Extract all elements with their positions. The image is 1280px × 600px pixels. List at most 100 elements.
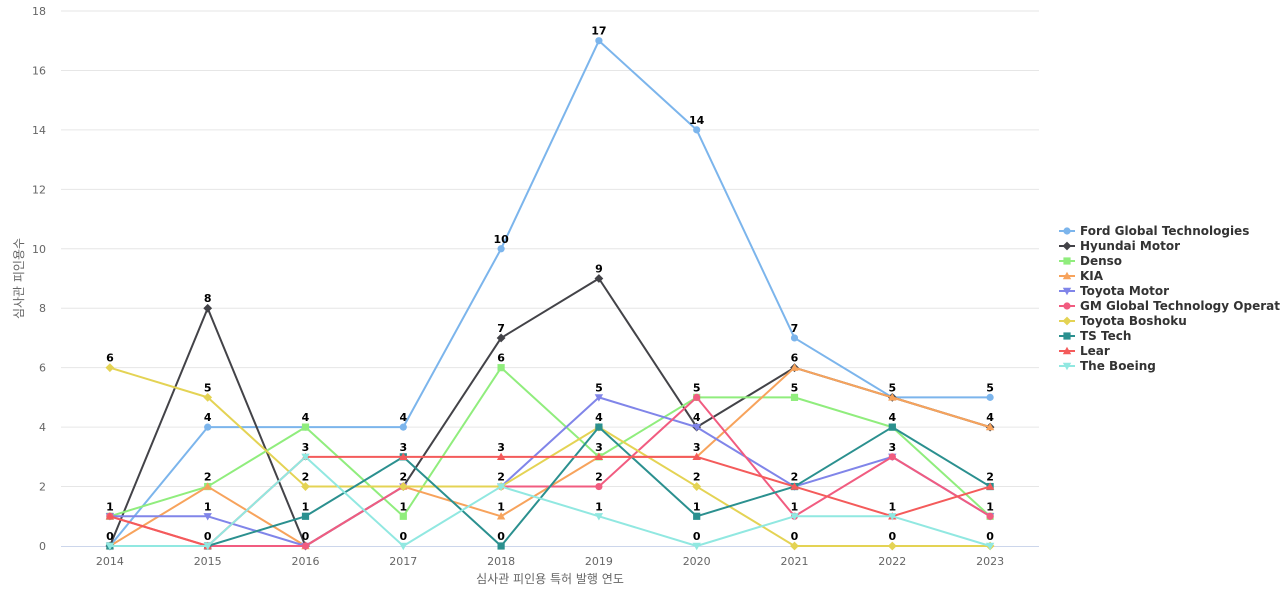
data-point[interactable]	[888, 393, 897, 401]
legend-label: The Boeing	[1080, 359, 1156, 373]
legend-marker[interactable]	[1063, 227, 1071, 235]
data-label: 6	[791, 352, 799, 365]
data-point[interactable]	[203, 392, 213, 402]
data-point[interactable]	[595, 482, 603, 491]
legend-marker[interactable]	[1063, 332, 1071, 340]
data-point[interactable]	[203, 542, 212, 551]
legend-item[interactable]: Toyota Boshoku	[1059, 314, 1187, 328]
data-point[interactable]	[888, 513, 897, 521]
data-point[interactable]	[497, 542, 505, 550]
data-point[interactable]	[888, 453, 896, 461]
data-point[interactable]	[692, 423, 701, 432]
data-point[interactable]	[790, 334, 799, 342]
data-label: 7	[497, 322, 505, 335]
data-label: 0	[204, 530, 212, 543]
data-point[interactable]	[790, 363, 799, 371]
legend-item[interactable]: The Boeing	[1059, 359, 1156, 373]
legend-marker[interactable]	[1062, 316, 1072, 326]
data-point[interactable]	[105, 542, 115, 551]
data-point[interactable]	[399, 542, 408, 551]
legend-item[interactable]: Lear	[1059, 344, 1110, 358]
data-point[interactable]	[692, 542, 701, 551]
data-label: 1	[888, 500, 896, 513]
legend-item[interactable]: GM Global Technology Operat...	[1059, 299, 1280, 313]
y-tick-label: 8	[39, 302, 46, 315]
data-point[interactable]	[790, 541, 799, 551]
data-point[interactable]	[594, 274, 604, 283]
data-point[interactable]	[693, 512, 701, 520]
data-point[interactable]	[496, 452, 506, 461]
data-point[interactable]	[399, 423, 407, 431]
data-point[interactable]	[985, 422, 995, 431]
data-label: 4	[888, 411, 896, 424]
data-labels: 6108542104321043210107632101795432114543…	[106, 25, 994, 543]
legend-item[interactable]: KIA	[1059, 269, 1104, 283]
data-point[interactable]	[204, 423, 212, 431]
data-point[interactable]	[301, 542, 310, 550]
data-point[interactable]	[301, 512, 310, 520]
data-label: 6	[497, 352, 505, 365]
data-label: 0	[497, 530, 505, 543]
data-point[interactable]	[594, 394, 604, 402]
data-label: 0	[399, 530, 407, 543]
data-point[interactable]	[986, 393, 994, 401]
data-point[interactable]	[594, 452, 604, 461]
legend-marker[interactable]	[1062, 271, 1072, 280]
series-group	[105, 37, 995, 551]
data-point[interactable]	[497, 364, 505, 372]
legend-item[interactable]: Toyota Motor	[1059, 284, 1169, 298]
y-tick-label: 2	[39, 481, 46, 494]
data-point[interactable]	[693, 393, 701, 401]
legend-marker[interactable]	[1062, 241, 1072, 251]
data-point[interactable]	[105, 363, 115, 373]
data-point[interactable]	[203, 303, 213, 313]
data-point[interactable]	[693, 126, 701, 134]
data-point[interactable]	[496, 512, 506, 520]
y-axis-title: 심사관 피인용수	[12, 238, 26, 319]
series-line	[108, 396, 992, 547]
legend-label: Ford Global Technologies	[1080, 224, 1249, 238]
legend-marker[interactable]	[1063, 302, 1071, 310]
data-point[interactable]	[301, 423, 310, 431]
data-label: 5	[204, 381, 212, 394]
legend-item[interactable]: TS Tech	[1059, 329, 1131, 343]
legend-label: Denso	[1080, 254, 1122, 268]
data-point[interactable]	[203, 513, 212, 521]
data-point[interactable]	[301, 453, 310, 462]
data-point[interactable]	[105, 512, 115, 520]
data-point[interactable]	[496, 333, 506, 343]
data-point[interactable]	[692, 482, 702, 491]
legend-marker[interactable]	[1062, 287, 1072, 296]
data-point[interactable]	[594, 513, 604, 521]
data-point[interactable]	[985, 482, 995, 490]
legend-item[interactable]: Ford Global Technologies	[1059, 224, 1249, 238]
data-point[interactable]	[790, 482, 799, 490]
legend-marker[interactable]	[1062, 346, 1072, 355]
data-point[interactable]	[301, 482, 310, 491]
data-point[interactable]	[692, 452, 701, 461]
data-point[interactable]	[888, 423, 896, 431]
legend-marker[interactable]	[1062, 362, 1072, 371]
legend-marker[interactable]	[1063, 257, 1071, 265]
data-label: 5	[791, 381, 799, 394]
data-point[interactable]	[496, 483, 506, 491]
legend-item[interactable]: Denso	[1059, 254, 1122, 268]
legend-item[interactable]: Hyundai Motor	[1059, 239, 1180, 253]
data-point[interactable]	[398, 482, 408, 491]
data-point[interactable]	[887, 541, 897, 551]
data-point[interactable]	[595, 423, 603, 431]
data-point[interactable]	[399, 452, 408, 461]
data-point[interactable]	[986, 512, 994, 520]
y-tick-label: 14	[32, 124, 46, 137]
data-point[interactable]	[790, 393, 799, 401]
series-line	[108, 426, 992, 547]
data-point[interactable]	[985, 542, 995, 551]
data-point[interactable]	[399, 512, 407, 520]
data-point[interactable]	[497, 245, 505, 253]
data-point[interactable]	[595, 37, 603, 45]
data-point[interactable]	[790, 513, 799, 521]
data-label: 1	[595, 500, 603, 513]
data-point[interactable]	[203, 482, 212, 490]
legend-label: Lear	[1080, 344, 1110, 358]
